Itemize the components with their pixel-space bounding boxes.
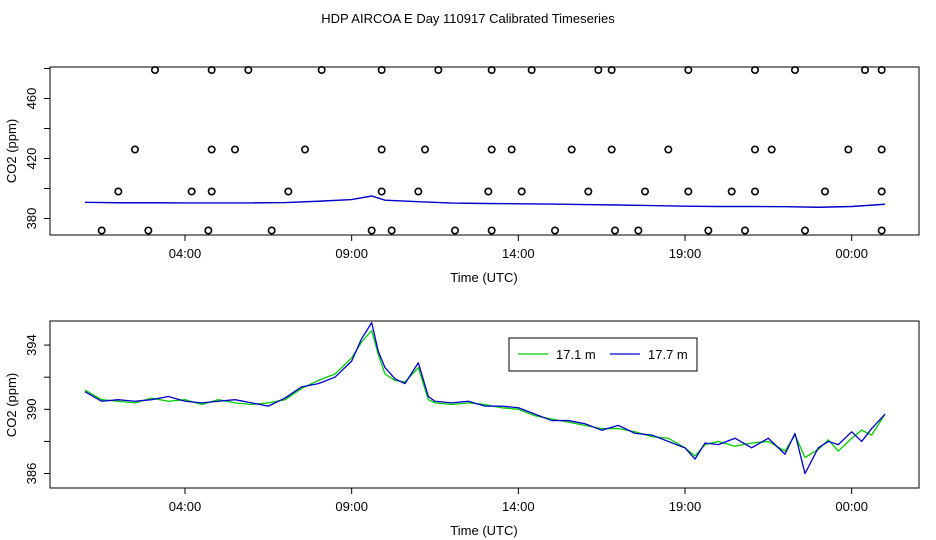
calibration-point	[684, 66, 693, 75]
calibration-point	[860, 66, 869, 75]
calibration-point	[144, 226, 153, 235]
calibration-x-tick-label: 04:00	[169, 246, 202, 261]
calibration-point	[487, 66, 496, 75]
calibration-point	[420, 145, 429, 154]
calibration-point	[487, 226, 496, 235]
calibration-point	[750, 66, 759, 75]
calibration-point	[487, 145, 496, 154]
timeseries-y-tick-label: 390	[24, 398, 39, 420]
legend-label-series-2: 17.7 m	[648, 347, 688, 362]
calibration-point	[131, 145, 140, 154]
calibration-x-tick-label: 19:00	[669, 246, 702, 261]
calibration-point	[484, 187, 493, 196]
timeseries-lines	[84, 321, 886, 475]
calibration-y-tick-label: 420	[24, 148, 39, 170]
calibration-x-tick-label: 14:00	[502, 246, 535, 261]
calibration-point	[704, 226, 713, 235]
timeseries-x-tick-label: 04:00	[169, 499, 202, 514]
calibration-point	[607, 145, 616, 154]
calibration-x-axis: 04:00 09:00 14:00 19:00 00:00	[169, 235, 868, 261]
calibration-point	[527, 66, 536, 75]
calibration-point	[204, 226, 213, 235]
calibration-y-label: CO2 (ppm)	[4, 119, 19, 183]
calibration-point	[790, 66, 799, 75]
calibration-point	[844, 145, 853, 154]
calibration-x-tick-label: 00:00	[835, 246, 868, 261]
calibration-point	[434, 66, 443, 75]
calibration-point	[367, 226, 376, 235]
calibration-panel: 04:00 09:00 14:00 19:00 00:00 380 420 460 Time…	[4, 66, 920, 285]
calibration-point	[740, 226, 749, 235]
calibration-point	[151, 66, 160, 75]
chart-title: HDP AIRCOA E Day 110917 Calibrated Times…	[321, 11, 615, 26]
calibration-point	[877, 187, 886, 196]
calibration-point	[450, 226, 459, 235]
legend-label-series-1: 17.1 m	[556, 347, 596, 362]
calibration-co2-line	[84, 195, 886, 208]
calibration-point	[517, 187, 526, 196]
calibration-point	[820, 187, 829, 196]
calibration-x-label: Time (UTC)	[450, 270, 517, 285]
calibration-point	[567, 145, 576, 154]
calibration-plot-frame	[49, 66, 920, 236]
calibration-points	[97, 66, 886, 235]
calibration-y-tick-label: 380	[24, 208, 39, 230]
timeseries-y-label: CO2 (ppm)	[4, 373, 19, 437]
timeseries-x-tick-label: 14:00	[502, 499, 535, 514]
calibration-point	[750, 145, 759, 154]
timeseries-y-axis: 386 390 394	[24, 334, 50, 484]
timeseries-plot-frame	[49, 320, 920, 489]
calibration-point	[414, 187, 423, 196]
calibration-point	[114, 187, 123, 196]
calibration-point	[377, 145, 386, 154]
calibration-point	[207, 66, 216, 75]
calibration-point	[207, 187, 216, 196]
calibration-point	[207, 145, 216, 154]
calibration-point	[877, 226, 886, 235]
calibration-point	[750, 187, 759, 196]
timeseries-panel: 04:00 09:00 14:00 19:00 00:00 386 390 394 Time…	[4, 320, 920, 538]
timeseries-x-axis: 04:00 09:00 14:00 19:00 00:00	[169, 488, 868, 514]
series-line-2	[84, 321, 886, 475]
calibration-point	[607, 66, 616, 75]
calibration-point	[244, 66, 253, 75]
calibration-point	[767, 145, 776, 154]
calibration-point	[684, 187, 693, 196]
calibration-point	[727, 187, 736, 196]
calibration-point	[187, 187, 196, 196]
calibration-point	[610, 226, 619, 235]
calibration-line	[84, 195, 886, 208]
timeseries-x-tick-label: 00:00	[835, 499, 868, 514]
timeseries-x-label: Time (UTC)	[450, 523, 517, 538]
calibration-point	[507, 145, 516, 154]
calibration-y-axis: 380 420 460	[24, 68, 50, 230]
calibration-point	[284, 187, 293, 196]
calibration-point	[877, 66, 886, 75]
calibration-point	[640, 187, 649, 196]
timeseries-y-tick-label: 394	[24, 334, 39, 356]
calibration-point	[550, 226, 559, 235]
calibration-y-tick-label: 460	[24, 88, 39, 110]
calibration-point	[377, 187, 386, 196]
timeseries-y-tick-label: 386	[24, 463, 39, 485]
calibration-point	[267, 226, 276, 235]
timeseries-x-tick-label: 19:00	[669, 499, 702, 514]
calibration-point	[800, 226, 809, 235]
calibration-point	[594, 66, 603, 75]
timeseries-x-tick-label: 09:00	[335, 499, 368, 514]
calibration-point	[317, 66, 326, 75]
calibration-point	[387, 226, 396, 235]
calibration-x-tick-label: 09:00	[335, 246, 368, 261]
calibration-point	[377, 66, 386, 75]
calibration-point	[664, 145, 673, 154]
legend: 17.1 m 17.7 m	[508, 337, 698, 372]
calibration-point	[634, 226, 643, 235]
calibration-point	[300, 145, 309, 154]
calibration-point	[584, 187, 593, 196]
calibration-point	[231, 145, 240, 154]
calibration-point	[877, 145, 886, 154]
calibration-point	[97, 226, 106, 235]
series-line-1	[84, 329, 886, 459]
